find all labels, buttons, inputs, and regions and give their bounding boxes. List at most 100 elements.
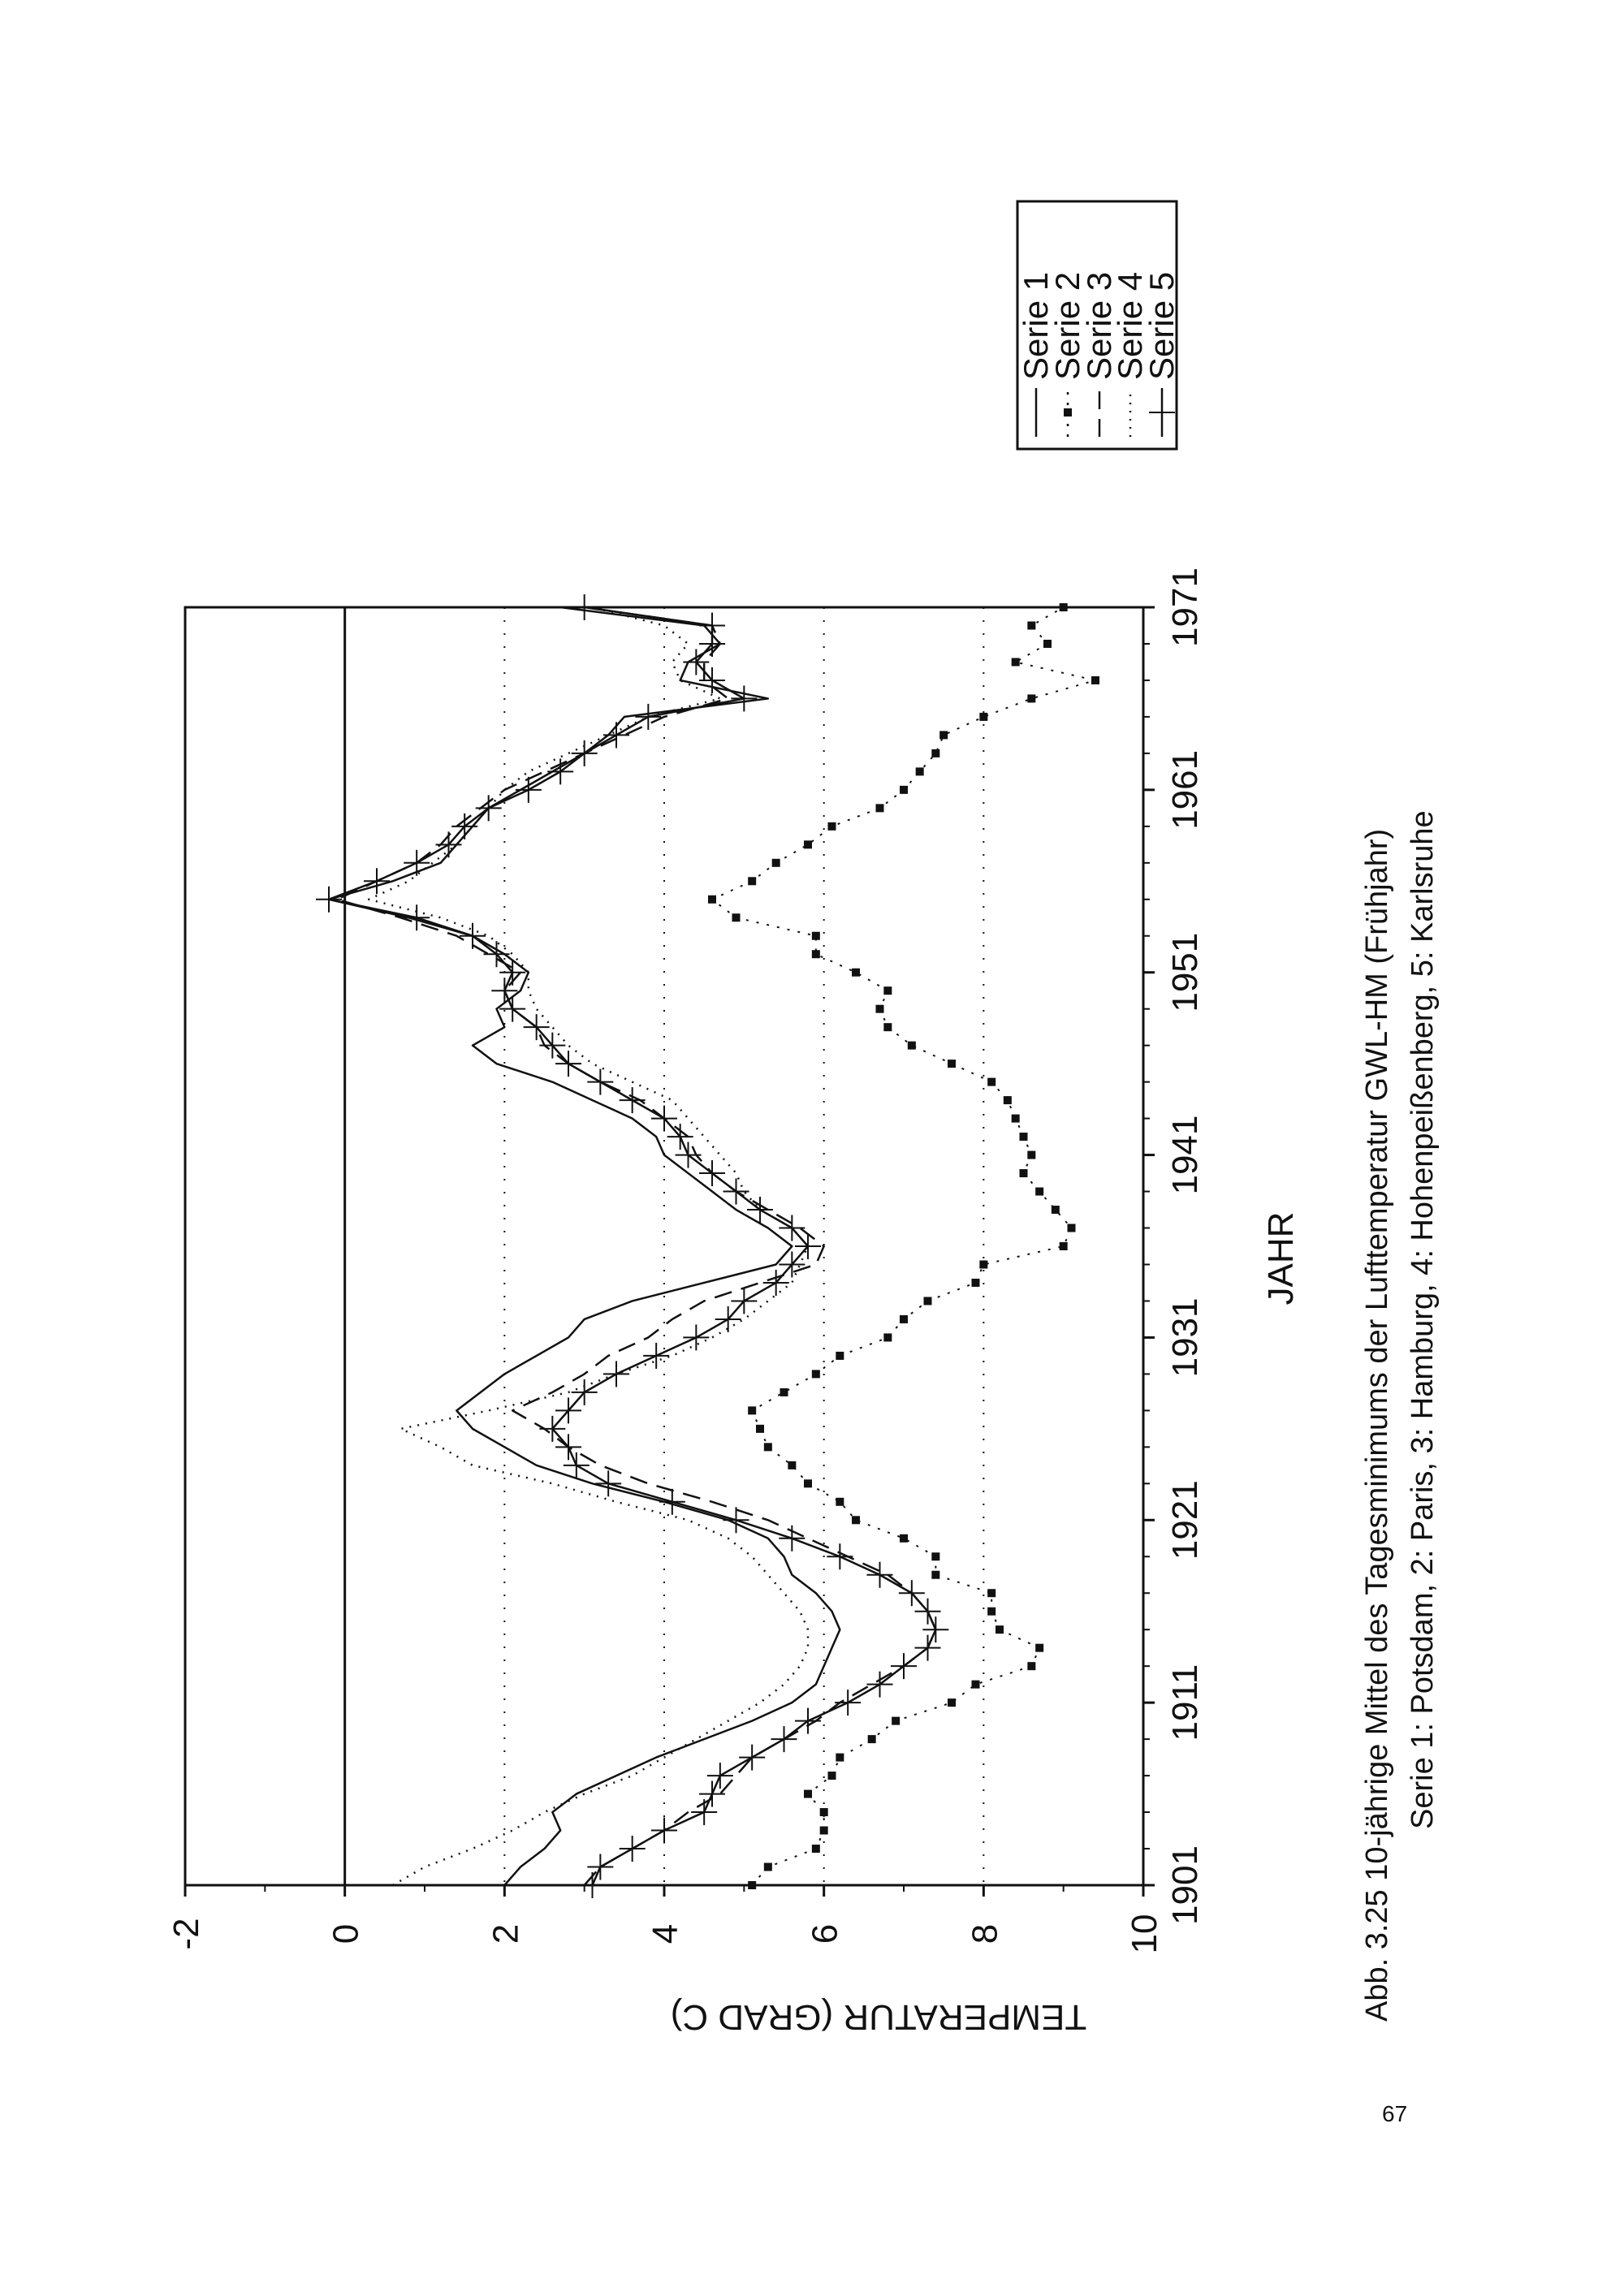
- series-2-point: [1051, 1206, 1060, 1215]
- series-2-point: [1027, 1662, 1036, 1671]
- y-tick-label: 8: [965, 1924, 1004, 1944]
- series-2-point: [1059, 603, 1068, 611]
- series-5-point: [603, 722, 629, 749]
- legend-entry-1: Serie 1: [1017, 272, 1055, 437]
- series-2-point: [1019, 1133, 1028, 1142]
- series-2-point: [1027, 1150, 1036, 1159]
- series-5-point: [914, 1598, 941, 1625]
- series-line-1: [327, 606, 841, 1886]
- series-2-point: [875, 1004, 884, 1013]
- y-tick-label: 2: [486, 1924, 525, 1944]
- page-number: 67: [1382, 2101, 1408, 2126]
- legend-entry-2: Serie 2: [1048, 272, 1086, 437]
- series-2-point: [780, 1388, 788, 1396]
- series-5-point: [364, 868, 390, 895]
- series-5-point: [667, 1124, 693, 1150]
- series-2-point: [788, 1461, 797, 1470]
- series-2-point: [763, 1443, 772, 1452]
- series-5-point: [723, 1507, 749, 1534]
- series-2-point: [1019, 1169, 1028, 1178]
- series-2-point: [804, 1789, 812, 1798]
- legend-label: Serie 5: [1142, 272, 1181, 380]
- series-5-point: [603, 1361, 629, 1388]
- series-5-point: [699, 1780, 725, 1807]
- x-axis-label: JAHR: [1261, 1212, 1301, 1306]
- series-5-point: [779, 1215, 806, 1241]
- series-2-point: [931, 1552, 940, 1561]
- series-2-point: [1091, 675, 1099, 684]
- series-5-point: [483, 941, 510, 968]
- series-5-point: [555, 1051, 581, 1077]
- series-5-point: [699, 667, 725, 693]
- series-5-point: [515, 776, 542, 803]
- series-2-point: [1035, 1643, 1044, 1652]
- series-2-point: [852, 968, 860, 977]
- series-2-point: [1067, 1224, 1076, 1232]
- series-line-5: [327, 606, 937, 1886]
- series-5-point: [571, 740, 598, 766]
- legend-label: Serie 1: [1017, 272, 1055, 380]
- series-2-point: [836, 1753, 844, 1762]
- series-2-point: [1059, 1242, 1068, 1250]
- series-line-4: [367, 606, 810, 1887]
- series-2-point: [811, 1370, 820, 1379]
- series-2-point: [732, 913, 741, 922]
- series-2-point: [900, 1314, 908, 1323]
- series-2-point: [804, 840, 812, 849]
- x-tick-label: 1901: [1165, 1845, 1205, 1925]
- legend-label: Serie 3: [1080, 272, 1118, 380]
- series-2-point: [948, 1060, 956, 1068]
- series-5-point: [451, 813, 478, 839]
- legend-swatch-marker: [1064, 408, 1072, 416]
- series-5-point: [404, 904, 430, 931]
- series-5-point: [795, 1233, 821, 1259]
- y-tick-label: 4: [646, 1924, 685, 1944]
- series-5-point: [571, 1379, 598, 1405]
- series-5-point: [404, 849, 430, 876]
- series-2-point: [907, 1041, 916, 1050]
- series-2-point: [1003, 1096, 1012, 1105]
- series-2-point: [804, 1479, 812, 1488]
- series-5-point: [898, 1580, 925, 1607]
- series-5-point: [491, 978, 518, 1004]
- series-5-point: [731, 685, 758, 712]
- series-2-point: [900, 1534, 908, 1543]
- series-2-point: [996, 1625, 1004, 1634]
- series-2-point: [1011, 658, 1020, 667]
- series-5-point: [795, 1707, 821, 1734]
- series-2-point: [819, 1826, 828, 1835]
- series-2-point: [811, 931, 820, 940]
- x-tick-label: 1921: [1165, 1480, 1205, 1560]
- plot-frame: [184, 606, 1145, 1887]
- series-5-point: [779, 1251, 806, 1278]
- x-tick-label: 1961: [1165, 750, 1205, 830]
- series-5-point: [635, 703, 662, 730]
- series-2-point: [939, 731, 948, 740]
- series-5-point: [762, 1269, 789, 1296]
- series-2-point: [748, 1406, 757, 1415]
- caption-line-2: Serie 1: Potsdam, 2: Paris, 3: Hamburg, …: [1406, 810, 1440, 1829]
- series-5-point: [435, 831, 462, 858]
- series-2-point: [1027, 621, 1036, 630]
- series-5-point: [699, 1160, 725, 1187]
- series-5-point: [643, 1342, 670, 1369]
- series-5-point: [922, 1616, 949, 1643]
- series-5-point: [771, 1726, 797, 1753]
- series-2-point: [852, 1516, 860, 1525]
- series-5-point: [723, 1178, 749, 1205]
- series-2-point: [1035, 1187, 1044, 1196]
- series-2-point: [979, 1260, 988, 1269]
- series-2-point: [900, 785, 908, 794]
- series-2-point: [875, 804, 884, 813]
- series-5-point: [499, 959, 526, 986]
- series-5-point: [555, 1397, 581, 1424]
- series-5-point: [460, 922, 486, 949]
- series-2-point: [1011, 1114, 1020, 1123]
- series-2-point: [883, 1333, 892, 1342]
- series-2-point: [923, 1297, 932, 1306]
- series-2-point: [971, 1278, 980, 1287]
- series-5-point: [659, 1488, 685, 1515]
- series-line-2: [711, 606, 1096, 1886]
